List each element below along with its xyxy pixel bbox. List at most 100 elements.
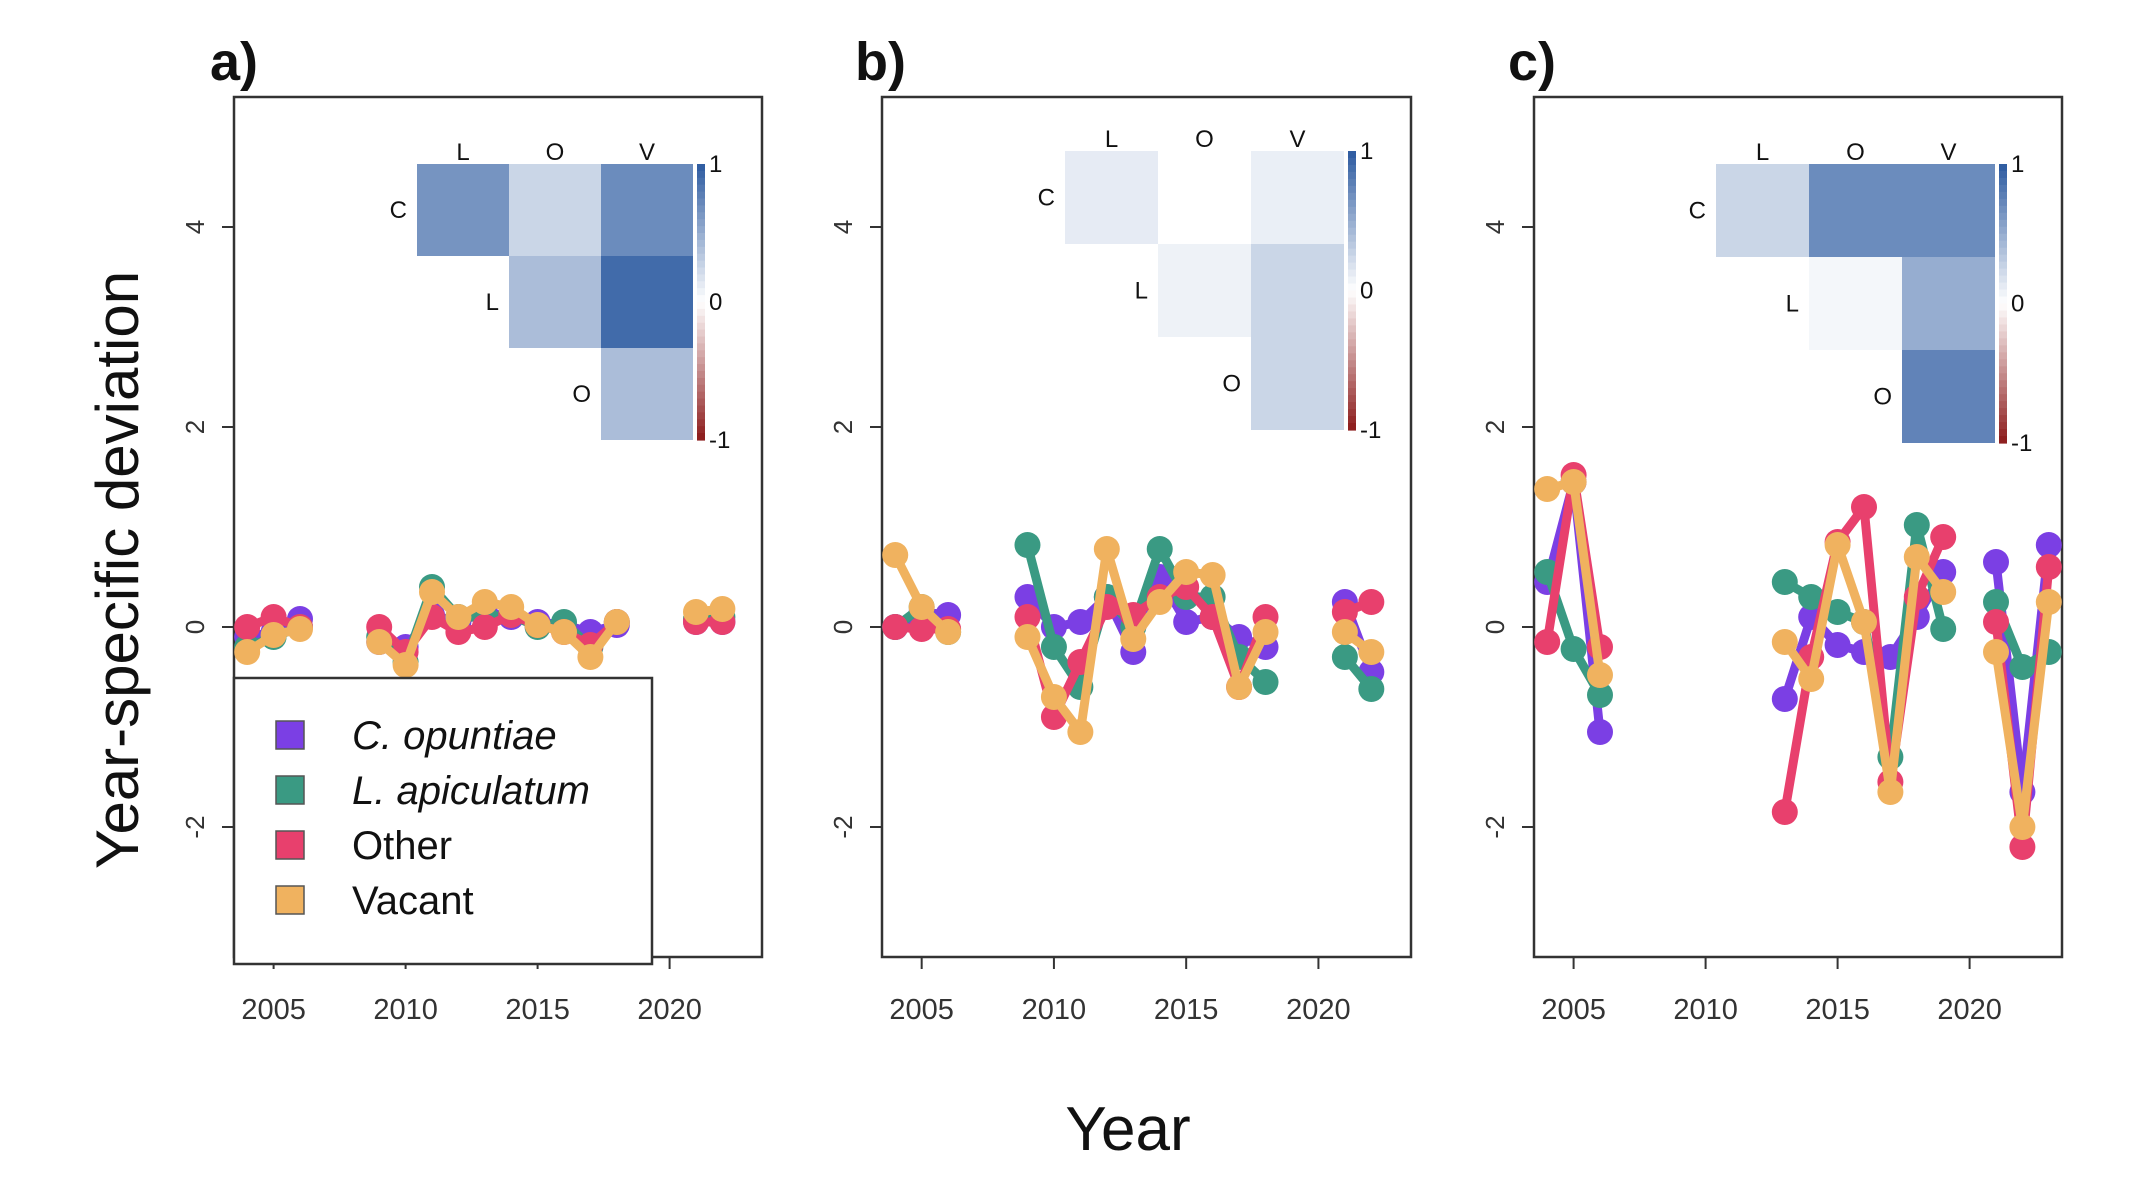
series-segment (1833, 540, 1869, 627)
color-scale-step (1999, 268, 2007, 277)
color-scale-label: 0 (1360, 278, 1373, 305)
color-scale-label: -1 (2011, 430, 2032, 457)
color-scale-step (1999, 226, 2007, 235)
plot-frame (880, 95, 1413, 959)
panel-label: a) (210, 32, 258, 92)
color-scale-step (697, 357, 705, 365)
color-scale-step (697, 405, 705, 413)
color-scale-step (1999, 401, 2007, 409)
data-point (2035, 532, 2062, 558)
data-point (1067, 609, 1094, 635)
color-scale-step (1348, 255, 1356, 264)
data-point (1983, 639, 2009, 665)
color-scale-step (1999, 429, 2007, 437)
data-point (1851, 494, 1877, 520)
color-scale-step (1999, 422, 2007, 430)
data-point (1798, 666, 1825, 692)
data-point (2035, 589, 2062, 615)
data-point (471, 614, 498, 640)
data-point (1014, 584, 1041, 610)
x-tick-label: 2005 (241, 994, 306, 1026)
heatmap-cell (1809, 257, 1902, 350)
data-point (1877, 779, 1904, 805)
color-scale-step (697, 253, 705, 262)
color-scale-step (697, 288, 705, 296)
heatmap-col-label: O (546, 139, 565, 166)
color-scale-step (1348, 304, 1356, 313)
color-scale-step (1348, 325, 1356, 333)
heatmap-cell (601, 256, 693, 348)
y-tick-label: 4 (1480, 220, 1510, 234)
data-point (1587, 682, 1613, 708)
series-V (882, 536, 1385, 745)
legend-swatch-C (275, 720, 305, 750)
color-scale-step (697, 274, 705, 282)
color-scale-step (1999, 170, 2007, 179)
heatmap-color-scale: 1 0 -1 (1999, 151, 2032, 457)
data-point (908, 616, 935, 642)
color-scale-step (1348, 311, 1356, 319)
data-point (1199, 562, 1226, 588)
data-point (935, 619, 962, 645)
data-point (1252, 669, 1279, 695)
color-scale-step (697, 384, 705, 393)
color-scale-step (697, 315, 705, 324)
series-segment (1075, 544, 1112, 737)
heatmap-cell (1065, 151, 1158, 244)
data-point (1930, 524, 1957, 550)
heatmap-row-label: C (390, 197, 407, 224)
color-scale-step (1348, 381, 1356, 389)
color-scale-step (697, 205, 705, 213)
data-point (1771, 569, 1798, 595)
color-scale-step (697, 198, 705, 206)
data-point (1824, 599, 1851, 625)
data-point (1252, 619, 1279, 645)
x-tick-label: 2015 (1154, 994, 1219, 1026)
x-tick-label: 2015 (1805, 994, 1870, 1026)
x-tick-label: 2020 (637, 994, 702, 1026)
heatmap-cell (601, 164, 693, 256)
x-tick-label: 2005 (889, 994, 954, 1026)
color-scale-step (1348, 171, 1356, 180)
color-scale-step (697, 419, 705, 427)
data-point (419, 579, 445, 605)
data-point (882, 542, 909, 568)
color-scale-step (1348, 339, 1356, 347)
panel-2: b) -2 0 2 4 2005 2010 2015 2020 L O V C L O 1 0 -1 (828, 32, 1413, 1026)
color-scale-step (1999, 415, 2007, 423)
series-segment (1208, 570, 1244, 692)
series-segment (1885, 552, 1922, 797)
data-point (1930, 579, 1957, 605)
color-scale-step (1348, 367, 1356, 375)
color-scale-step (697, 302, 705, 310)
heatmap-cell (1902, 350, 1995, 443)
heatmap-col-label: O (1846, 139, 1865, 166)
data-point (1358, 589, 1385, 615)
color-scale-step (1348, 199, 1356, 208)
color-scale-step (1999, 408, 2007, 416)
color-scale-step (697, 267, 705, 275)
heatmap-col-label: L (1105, 126, 1118, 153)
data-point (1930, 616, 1957, 642)
legend-label: Vacant (352, 879, 474, 923)
color-scale-step (1348, 164, 1356, 173)
color-scale-step (1999, 296, 2007, 305)
data-point (1358, 676, 1385, 702)
x-tick-label: 2020 (1937, 994, 2002, 1026)
color-scale-step (1348, 178, 1356, 187)
color-scale-step (1999, 198, 2007, 207)
heatmap-cell (1716, 164, 1809, 257)
series-segment (1542, 567, 1579, 654)
color-scale-step (1999, 240, 2007, 249)
color-scale-step (1999, 331, 2007, 339)
color-scale-step (1999, 205, 2007, 214)
data-point (1824, 532, 1851, 558)
x-tick-label: 2010 (1022, 994, 1087, 1026)
data-point (1903, 512, 1930, 538)
color-scale-step (1999, 373, 2007, 381)
heatmap-cell (1251, 151, 1344, 244)
data-point (603, 609, 630, 635)
data-point (392, 652, 419, 678)
data-point (234, 614, 261, 640)
color-scale-step (1999, 212, 2007, 221)
